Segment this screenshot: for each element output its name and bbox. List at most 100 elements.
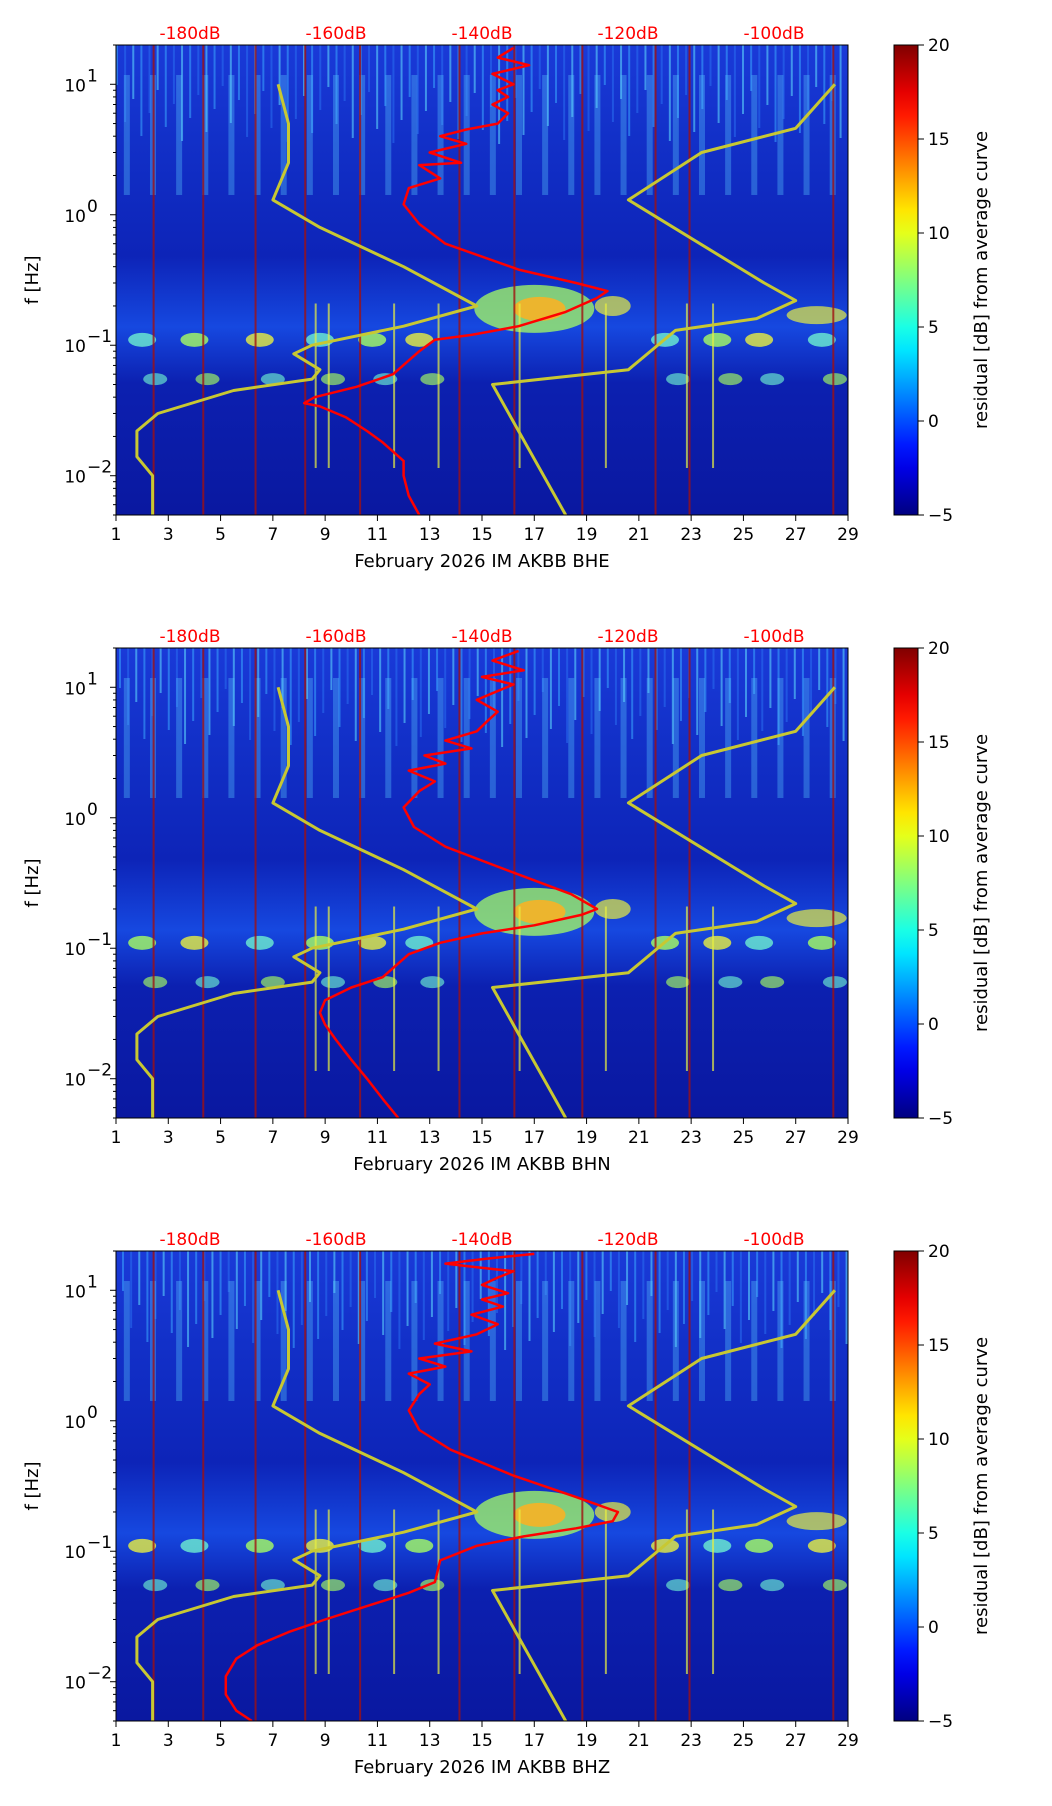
speckle-streak: [563, 45, 566, 140]
storm-core: [513, 296, 566, 321]
speckle-streak: [265, 648, 268, 694]
speckle-streak: [354, 648, 357, 741]
speckle-streak: [240, 648, 243, 703]
x-tick-label: 25: [733, 1128, 755, 1148]
event-line: [654, 648, 657, 1118]
daily-stripe: [437, 678, 444, 798]
daily-stripe: [568, 678, 575, 798]
speckle-streak: [628, 45, 631, 136]
event-line: [202, 1251, 205, 1721]
event-line: [581, 45, 584, 515]
x-tick-label: 13: [419, 1731, 441, 1751]
x-tick-label: 19: [576, 525, 598, 545]
x-tick-label: 1: [111, 525, 122, 545]
event-line: [654, 45, 657, 515]
daily-stripe: [306, 1281, 313, 1401]
daily-stripe: [280, 1281, 287, 1401]
colorbar-tick-label: 20: [928, 1242, 950, 1262]
x-tick-label: 11: [367, 1731, 389, 1751]
daily-stripe: [463, 75, 470, 195]
speckle-streak: [384, 45, 387, 106]
speckle-streak: [395, 648, 398, 746]
microseism-blob: [718, 1579, 743, 1592]
daily-stripe: [228, 75, 235, 195]
x-axis-title: February 2026 IM AKBB BHN: [353, 1154, 610, 1175]
x-tick-label: 7: [267, 525, 278, 545]
daily-stripe: [777, 75, 784, 195]
daily-stripe: [515, 75, 522, 195]
daily-stripe: [751, 1281, 758, 1401]
speckle-streak: [351, 45, 354, 138]
y-tick-label: 10: [64, 810, 86, 830]
x-tick-label: 13: [419, 1128, 441, 1148]
daily-stripe: [463, 678, 470, 798]
event-line: [654, 1251, 657, 1721]
speckle-streak: [772, 1251, 775, 1311]
spectrogram-background: [116, 1251, 848, 1721]
speckle-streak: [577, 1251, 580, 1323]
speckle-streak: [528, 1251, 531, 1341]
speckle-streak: [187, 1251, 190, 1347]
speckle-streak: [725, 45, 728, 100]
speckle-streak: [788, 1251, 791, 1325]
speckle-streak: [257, 648, 260, 717]
daily-stripe: [385, 75, 392, 195]
speckle-streak: [798, 45, 801, 133]
daily-stripe: [306, 75, 313, 195]
transient-spike: [685, 906, 688, 1071]
x-tick-label: 29: [837, 1731, 859, 1751]
average-psd-curve: [302, 46, 609, 515]
speckle-streak: [398, 1251, 401, 1349]
speckle-streak: [750, 45, 753, 91]
speckle-streak: [227, 1251, 230, 1292]
top-db-label: -120dB: [597, 24, 658, 44]
top-db-label: -180dB: [159, 24, 220, 44]
speckle-streak: [471, 1251, 474, 1322]
y-axis-title: f [Hz]: [22, 858, 43, 907]
low-noise-model-curve: [135, 1289, 479, 1721]
speckle-streak: [810, 648, 813, 713]
speckle-streak: [427, 648, 430, 714]
daily-stripe: [698, 1281, 705, 1401]
speckle-streak: [237, 45, 240, 100]
speckle-streak: [371, 648, 374, 695]
speckle-streak: [796, 1251, 799, 1302]
speckle-streak: [712, 648, 715, 689]
daily-stripe: [202, 75, 209, 195]
daily-stripe: [306, 678, 313, 798]
speckle-streak: [278, 45, 281, 105]
speckle-streak: [162, 1251, 165, 1296]
speckle-streak: [501, 648, 504, 747]
x-tick-label: 5: [215, 1128, 226, 1148]
y-tick-label: 10: [64, 1413, 86, 1433]
transient-spike: [712, 906, 715, 1071]
high-noise-model-curve: [491, 686, 837, 1118]
transient-spike: [393, 1509, 396, 1674]
daily-stripe: [332, 678, 339, 798]
speckle-streak: [611, 45, 614, 122]
x-tick-label: 15: [471, 525, 493, 545]
daily-stripe: [672, 75, 679, 195]
y-tick-exponent: −2: [87, 1061, 112, 1081]
speckle-streak: [294, 45, 297, 119]
speckle-streak: [498, 45, 501, 144]
microseism-blob: [745, 935, 774, 950]
speckle-streak: [476, 648, 479, 696]
speckle-streak: [582, 648, 585, 697]
y-tick-label: 10: [64, 940, 86, 960]
event-line: [152, 1251, 155, 1721]
speckle-streak: [132, 45, 135, 99]
daily-stripe: [176, 678, 183, 798]
speckle-streak: [845, 1251, 848, 1344]
speckle-streak: [311, 45, 314, 133]
y-tick-label: 10: [64, 337, 86, 357]
speckle-streak: [208, 648, 211, 735]
speckle-streak: [699, 1251, 702, 1338]
transient-spike: [518, 303, 521, 468]
speckle-streak: [297, 648, 300, 722]
event-line: [359, 45, 362, 515]
microseism-blob: [405, 935, 434, 950]
speckle-streak: [400, 45, 403, 120]
